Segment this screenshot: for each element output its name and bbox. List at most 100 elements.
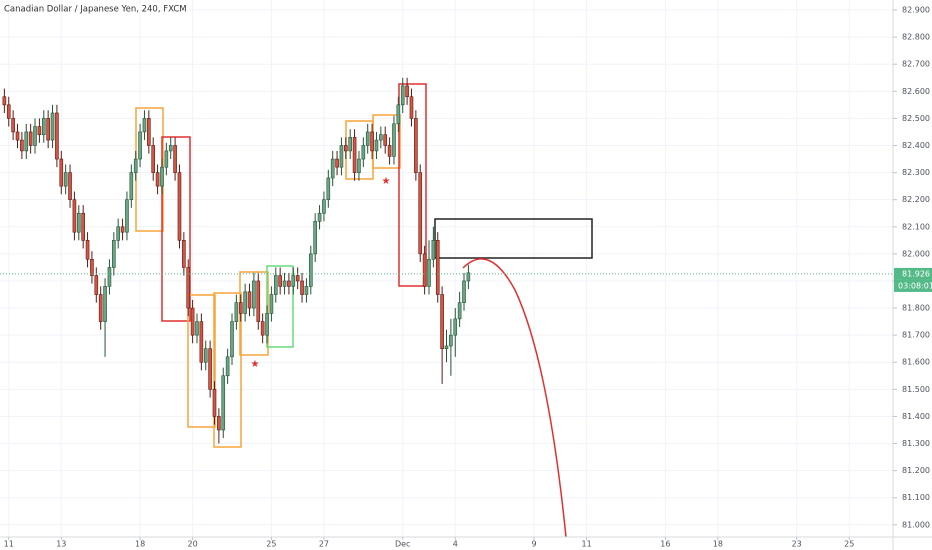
candle-body bbox=[422, 253, 427, 287]
candle-body bbox=[151, 145, 156, 173]
candle-body bbox=[238, 302, 243, 314]
candle-body bbox=[322, 199, 326, 214]
candle-body bbox=[295, 275, 300, 282]
x-tick-label: 13 bbox=[56, 540, 66, 549]
candle-body bbox=[344, 145, 348, 152]
star: ★ bbox=[251, 359, 260, 370]
candle-body bbox=[85, 240, 90, 260]
candle-body bbox=[221, 375, 226, 431]
box bbox=[187, 294, 216, 428]
candle-body bbox=[63, 172, 68, 187]
candle-body bbox=[164, 150, 169, 168]
candle-body bbox=[414, 118, 418, 173]
candle-body bbox=[33, 126, 37, 146]
candle-body bbox=[186, 267, 191, 309]
candle-body bbox=[112, 240, 116, 268]
box bbox=[213, 292, 242, 448]
last-price-box bbox=[894, 267, 932, 280]
x-tick-label: 25 bbox=[844, 540, 854, 549]
candle-body bbox=[125, 199, 129, 233]
y-tick-label: 81.000 bbox=[902, 520, 930, 529]
box bbox=[434, 218, 593, 259]
candle-body bbox=[90, 258, 94, 276]
candle-body bbox=[116, 226, 120, 241]
candle-body bbox=[457, 302, 462, 320]
candle-body bbox=[326, 177, 331, 200]
candle-body bbox=[252, 280, 256, 309]
candle-body bbox=[317, 212, 322, 222]
grid bbox=[0, 0, 893, 537]
candle-body bbox=[265, 313, 269, 336]
candle-body bbox=[247, 291, 252, 309]
candle-body bbox=[41, 118, 46, 135]
candle-body bbox=[107, 267, 112, 287]
candle-body bbox=[55, 112, 59, 160]
box bbox=[398, 83, 427, 287]
candle-body bbox=[24, 131, 29, 152]
candle-body bbox=[300, 280, 304, 295]
x-tick-label: 25 bbox=[266, 540, 276, 549]
candle-body bbox=[352, 137, 357, 173]
candle-body bbox=[462, 280, 466, 303]
candle-body bbox=[269, 294, 274, 314]
y-tick-label: 81.300 bbox=[902, 439, 930, 448]
candle-body bbox=[225, 356, 230, 377]
candle-body bbox=[330, 158, 335, 179]
candle-body bbox=[357, 158, 361, 173]
x-tick-label: 18 bbox=[713, 540, 723, 549]
candle-body bbox=[234, 302, 239, 322]
candle-body bbox=[208, 348, 212, 390]
candle-body bbox=[11, 118, 15, 133]
candle-body bbox=[387, 145, 392, 157]
candle-body bbox=[435, 240, 440, 295]
y-tick-label: 82.200 bbox=[902, 195, 930, 204]
candle-body bbox=[278, 275, 282, 287]
candle-body bbox=[400, 85, 405, 106]
candle-body bbox=[335, 158, 339, 168]
candle-body bbox=[304, 286, 309, 295]
candle-body bbox=[94, 275, 99, 295]
x-tick-label: 4 bbox=[453, 540, 458, 549]
candle-body bbox=[243, 291, 247, 314]
x-tick-label: 23 bbox=[792, 540, 802, 549]
y-tick-label: 82.000 bbox=[902, 249, 930, 258]
candle-body bbox=[190, 307, 195, 336]
candle-body bbox=[15, 131, 20, 141]
candle-body bbox=[50, 112, 55, 141]
candle-body bbox=[396, 104, 401, 125]
y-tick-label: 81.600 bbox=[902, 358, 930, 367]
candle-body bbox=[142, 118, 147, 133]
projection-curve bbox=[462, 258, 567, 538]
candle-body bbox=[160, 166, 164, 187]
y-tick-label: 82.400 bbox=[902, 141, 930, 150]
candle-body bbox=[440, 294, 444, 349]
candle-body bbox=[182, 240, 186, 268]
candle-body bbox=[120, 226, 125, 233]
y-tick-label: 82.800 bbox=[902, 33, 930, 42]
candle-body bbox=[383, 134, 388, 146]
candle-body bbox=[203, 348, 208, 363]
candle-body bbox=[72, 199, 77, 233]
y-tick-label: 82.700 bbox=[902, 60, 930, 69]
candle-body bbox=[308, 253, 313, 287]
candle-body bbox=[260, 321, 265, 336]
countdown-label: 03:08:01 bbox=[898, 281, 932, 290]
candle-body bbox=[155, 172, 160, 187]
y-tick-label: 81.800 bbox=[902, 304, 930, 313]
candle-body bbox=[379, 134, 383, 141]
chart-title: Canadian Dollar / Japanese Yen, 240, FXC… bbox=[4, 5, 187, 15]
candle-body bbox=[129, 172, 134, 200]
candle-body bbox=[405, 85, 409, 98]
candle-body bbox=[444, 345, 449, 349]
x-tick-label: 9 bbox=[532, 540, 537, 549]
y-tick-label: 82.500 bbox=[902, 114, 930, 123]
candle-body bbox=[28, 131, 33, 146]
candle-body bbox=[230, 321, 234, 358]
y-tick-label: 81.100 bbox=[902, 493, 930, 502]
y-tick-label: 82.100 bbox=[902, 222, 930, 231]
y-tick-label: 82.900 bbox=[902, 6, 930, 15]
last-price-label: 81.926 bbox=[902, 269, 930, 278]
candle-body bbox=[81, 212, 85, 241]
candle-body bbox=[466, 272, 471, 282]
candle-body bbox=[287, 280, 291, 287]
